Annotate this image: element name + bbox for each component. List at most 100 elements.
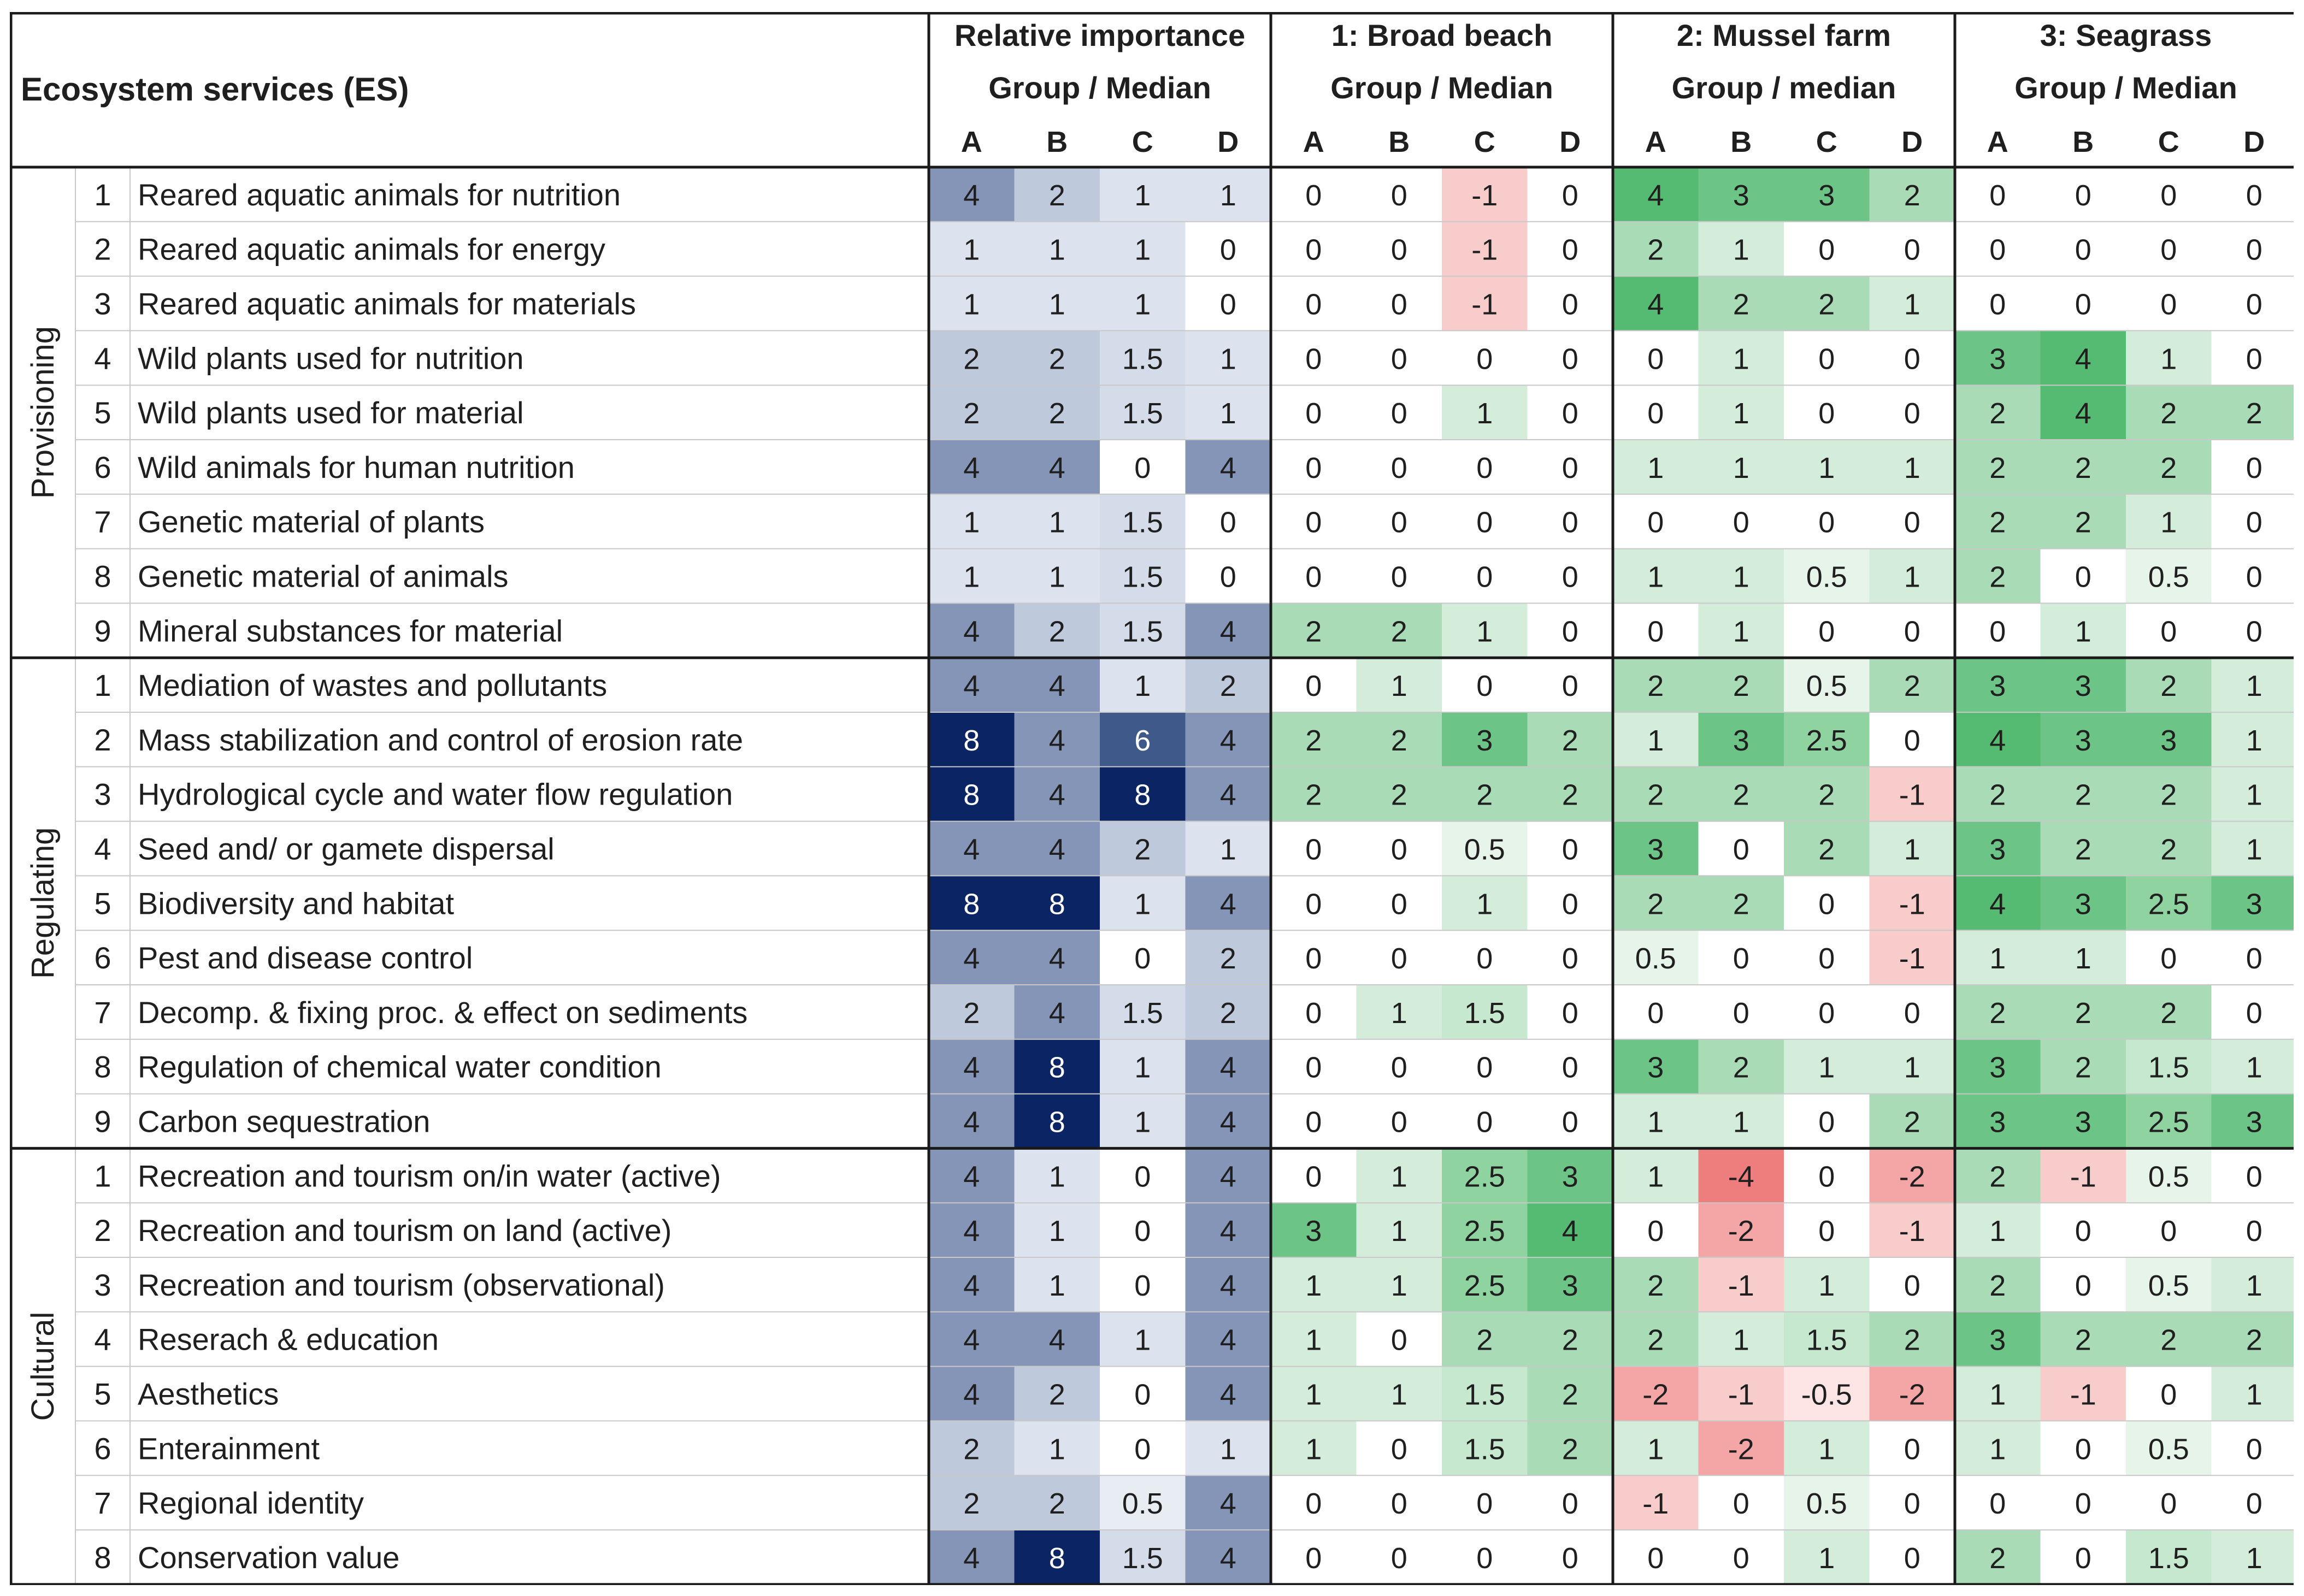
row-label: Recreation and tourism on land (active)	[138, 1213, 671, 1248]
value-cell	[1442, 1203, 1528, 1257]
value-text: 0	[1733, 506, 1749, 539]
value-text: 1	[1049, 1160, 1065, 1193]
value-text: 0	[1476, 342, 1493, 375]
value-text: -1	[1471, 234, 1498, 267]
value-cell	[1869, 658, 1955, 712]
value-text: 2	[1562, 1379, 1578, 1411]
value-cell	[929, 658, 1015, 712]
value-cell	[1356, 548, 1442, 604]
value-cell	[1442, 1148, 1528, 1203]
value-cell	[1100, 603, 1186, 658]
value-cell	[1869, 1203, 1955, 1257]
value-cell	[1271, 1311, 1357, 1367]
value-text: 2	[1647, 888, 1664, 920]
value-cell	[2040, 1148, 2126, 1203]
value-cell	[2040, 1530, 2126, 1585]
value-cell	[2211, 603, 2294, 658]
value-cell	[1955, 440, 2041, 494]
value-cell	[1442, 548, 1528, 604]
value-cell	[1100, 1366, 1186, 1421]
value-text: 1	[1647, 561, 1664, 594]
value-cell	[1442, 1366, 1528, 1421]
value-text: 0	[1476, 561, 1493, 594]
value-text: 0	[1391, 234, 1407, 267]
value-text: 8	[1049, 1051, 1065, 1084]
value-text: 1	[1647, 1106, 1664, 1139]
value-text: 0	[1305, 179, 1322, 212]
value-text: 4	[963, 615, 980, 648]
value-cell	[1356, 494, 1442, 549]
value-text: 2.5	[1806, 724, 1847, 757]
value-cell	[2040, 930, 2126, 985]
value-cell	[1442, 1421, 1528, 1476]
value-text: 1	[1049, 506, 1065, 539]
row-number: 4	[94, 1322, 111, 1357]
row-number: 7	[94, 1486, 111, 1520]
value-cell	[2040, 876, 2126, 931]
value-text: 1	[1305, 1324, 1322, 1357]
value-cell	[1869, 930, 1955, 985]
value-cell	[1100, 1093, 1186, 1149]
value-cell	[1613, 548, 1699, 604]
value-cell	[1527, 1093, 1613, 1149]
value-text: 2	[1305, 779, 1322, 812]
column-group-subtitle: Group / median	[1672, 70, 1896, 105]
value-cell	[1698, 1311, 1784, 1367]
value-cell	[1698, 330, 1784, 386]
value-text: 0	[1562, 942, 1578, 975]
value-text: 0	[1305, 452, 1322, 484]
value-cell	[1527, 603, 1613, 658]
value-cell	[2040, 766, 2126, 821]
value-text: 1	[1049, 1269, 1065, 1302]
value-text: 0	[1818, 397, 1835, 430]
row-label: Wild animals for human nutrition	[138, 450, 575, 484]
value-text: 0	[2246, 997, 2262, 1030]
value-cell	[2211, 876, 2294, 931]
column-group-subtitle: Group / Median	[2014, 70, 2237, 105]
row-number: 6	[94, 1431, 111, 1465]
value-text: 0	[1391, 342, 1407, 375]
value-cell	[1784, 385, 1870, 440]
value-cell	[1100, 1039, 1186, 1094]
value-text: 2	[1049, 1379, 1065, 1411]
value-text: 0	[1305, 1542, 1322, 1575]
value-text: 8	[963, 888, 980, 920]
value-cell	[1356, 985, 1442, 1039]
row-label: Regional identity	[138, 1486, 364, 1520]
value-cell	[2040, 1039, 2126, 1094]
value-text: 2	[1391, 779, 1407, 812]
value-text: 0	[1391, 1106, 1407, 1139]
value-cell	[1613, 603, 1699, 658]
row-number: 2	[94, 723, 111, 757]
value-cell	[1356, 603, 1442, 658]
value-text: 4	[1562, 1215, 1578, 1248]
value-text: -2	[1899, 1379, 1925, 1411]
value-cell	[1869, 1093, 1955, 1149]
value-text: 0	[1562, 1106, 1578, 1139]
value-cell	[1271, 221, 1357, 276]
value-cell	[2211, 930, 2294, 985]
value-cell	[1869, 167, 1955, 222]
value-cell	[1784, 1039, 1870, 1094]
value-cell	[2126, 548, 2212, 604]
value-cell	[1100, 985, 1186, 1039]
value-text: 2	[1647, 234, 1664, 267]
value-text: 4	[1989, 724, 2006, 757]
value-text: 1	[963, 288, 980, 321]
column-group-subtitle: Group / Median	[1330, 70, 1553, 105]
value-cell	[1613, 1311, 1699, 1367]
value-text: 0	[1305, 1106, 1322, 1139]
value-text: 0	[2075, 234, 2091, 267]
value-text: 0	[1562, 288, 1578, 321]
value-text: 2	[963, 342, 980, 375]
value-text: 4	[1220, 1106, 1236, 1139]
value-cell	[929, 385, 1015, 440]
value-cell	[2211, 766, 2294, 821]
value-cell	[1014, 548, 1100, 604]
value-cell	[929, 1475, 1015, 1530]
value-text: 0	[1391, 942, 1407, 975]
value-text: 0.5	[1122, 1487, 1163, 1520]
value-cell	[929, 1421, 1015, 1476]
value-cell	[929, 603, 1015, 658]
value-text: 0	[2160, 1379, 2177, 1411]
